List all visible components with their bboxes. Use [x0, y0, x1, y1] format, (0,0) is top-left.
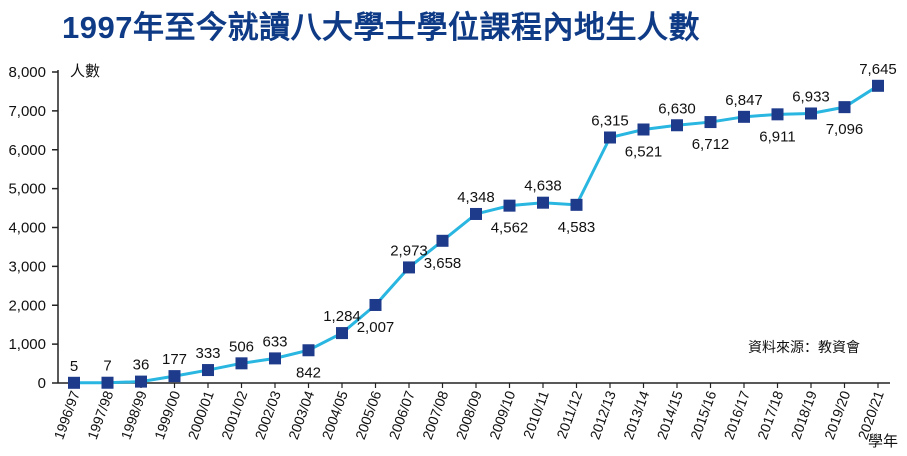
data-value-label: 4,638	[524, 178, 562, 195]
x-tick-label: 2006/07	[385, 388, 417, 441]
series-line	[73, 84, 879, 385]
data-point-marker	[771, 108, 784, 121]
data-value-label: 177	[162, 351, 187, 368]
data-point-marker	[168, 370, 181, 383]
data-value-label: 4,583	[558, 219, 596, 236]
x-tick-label: 2004/05	[318, 388, 350, 441]
data-value-label: 36	[133, 357, 150, 374]
data-value-label: 6,847	[725, 92, 763, 109]
data-point-marker	[269, 352, 281, 365]
data-value-label: 842	[296, 364, 321, 381]
data-point-marker	[604, 131, 616, 144]
x-tick-label: 1999/00	[151, 388, 183, 441]
data-point-marker	[671, 119, 683, 132]
data-point-marker	[336, 327, 348, 340]
data-value-label: 1,284	[323, 308, 361, 325]
data-value-label: 6,521	[625, 143, 663, 160]
data-value-label: 2,973	[390, 242, 428, 259]
data-point-marker	[637, 123, 650, 136]
x-tick-label: 2017/18	[754, 388, 786, 441]
x-tick-label: 2013/14	[620, 388, 652, 441]
data-point-marker	[738, 110, 750, 123]
x-axis-label: 學年	[868, 432, 898, 450]
data-point-marker	[135, 375, 147, 388]
data-value-label: 6,933	[792, 88, 830, 105]
data-point-marker	[302, 344, 315, 357]
data-point-marker	[202, 364, 214, 377]
x-tick-label: 2015/16	[687, 388, 719, 441]
x-tick-label: 2001/02	[218, 388, 250, 441]
x-tick-label: 2014/15	[653, 388, 685, 441]
data-value-label: 7,096	[826, 121, 864, 138]
data-value-label: 506	[229, 338, 254, 355]
x-tick-label: 2010/11	[520, 388, 552, 440]
x-tick-label: 2012/13	[586, 388, 618, 441]
data-point-marker	[369, 298, 382, 311]
x-tick-label: 1996/97	[50, 388, 82, 441]
y-tick-label: 5,000	[8, 181, 46, 198]
data-value-label: 5	[70, 358, 78, 375]
x-tick-label: 2005/06	[352, 388, 384, 441]
data-value-label: 7	[103, 358, 111, 375]
data-value-label: 633	[262, 333, 287, 350]
y-tick-label: 7,000	[8, 103, 46, 120]
data-value-label: 2,007	[357, 319, 395, 336]
x-tick-label: 1997/98	[84, 388, 116, 441]
y-tick-label: 2,000	[8, 297, 46, 314]
data-value-label: 333	[195, 345, 220, 362]
data-value-label: 6,630	[658, 100, 696, 117]
x-tick-label: 2016/17	[720, 388, 752, 441]
x-tick-label: 2002/03	[251, 388, 283, 441]
data-point-marker	[436, 234, 449, 247]
x-tick-label: 1998/99	[117, 388, 149, 441]
data-point-marker	[872, 79, 884, 92]
data-value-label: 6,315	[591, 113, 629, 130]
data-value-label: 6,911	[759, 128, 795, 145]
data-point-marker	[403, 261, 415, 274]
data-value-label: 6,712	[692, 136, 730, 153]
y-tick-label: 0	[38, 375, 46, 392]
data-point-marker	[537, 196, 549, 209]
data-value-label: 3,658	[424, 255, 462, 272]
x-tick-label: 2011/12	[553, 388, 585, 440]
x-tick-label: 2007/08	[419, 388, 451, 441]
y-tick-label: 6,000	[8, 142, 46, 159]
y-axis-label: 人數	[70, 63, 100, 80]
y-tick-label: 1,000	[8, 336, 46, 353]
data-point-marker	[704, 116, 717, 129]
y-tick-label: 8,000	[8, 64, 46, 81]
data-value-label: 4,562	[491, 220, 529, 237]
x-tick-label: 2003/04	[285, 388, 317, 441]
chart-title: 1997年至今就讀八大學士學位課程內地生人數	[62, 10, 700, 45]
x-tick-label: 2008/09	[452, 388, 484, 441]
data-point-marker	[470, 207, 482, 220]
data-point-marker	[503, 199, 516, 212]
x-tick-label: 2018/19	[787, 388, 819, 441]
data-point-marker	[68, 376, 80, 389]
x-tick-label: 2019/20	[821, 388, 853, 441]
data-value-label: 7,645	[859, 61, 897, 78]
y-tick-label: 3,000	[8, 258, 46, 275]
data-point-marker	[235, 357, 248, 370]
source-note: 資料來源：教資會	[748, 340, 860, 356]
x-tick-label: 2000/01	[184, 388, 216, 441]
data-point-marker	[805, 107, 817, 120]
data-point-marker	[570, 198, 583, 211]
data-point-marker	[838, 101, 851, 114]
y-tick-label: 4,000	[8, 220, 46, 237]
data-value-label: 4,348	[457, 189, 495, 206]
x-tick-label: 2009/10	[486, 388, 518, 441]
data-point-marker	[101, 376, 114, 389]
